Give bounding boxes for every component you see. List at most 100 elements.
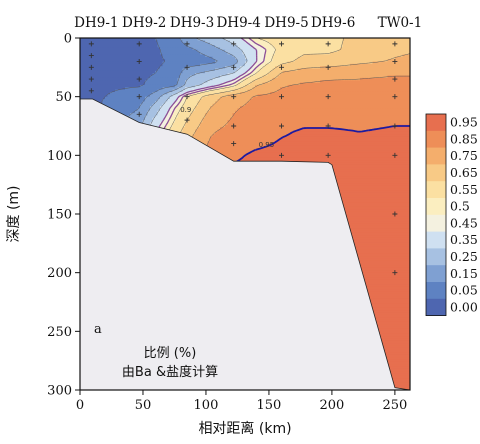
field-cell [357,87,361,91]
field-cell [220,73,224,77]
field-cell [290,70,294,74]
field-cell [215,99,219,102]
field-cell [112,56,116,60]
field-cell [382,84,386,88]
field-cell [392,70,396,74]
field-cell [100,82,104,86]
field-cell [212,56,216,60]
field-cell [157,103,161,107]
field-cell [190,108,194,112]
field-cell [205,38,209,41]
field-cell [200,84,204,88]
field-cell [135,87,139,91]
field-cell [380,108,384,112]
field-cell [162,38,166,41]
field-cell [297,108,301,112]
field-cell [212,63,216,67]
field-cell [320,106,324,109]
field-cell [330,103,334,107]
field-cell [187,45,191,48]
field-cell [337,49,341,53]
field-cell [290,94,294,98]
field-cell [382,68,386,72]
field-cell [365,91,369,95]
field-cell [167,94,171,98]
field-cell [317,103,321,107]
field-cell [380,42,384,46]
field-cell [210,52,214,56]
field-cell [245,47,249,51]
field-cell [170,101,174,105]
field-cell [175,73,179,77]
field-cell [372,59,376,63]
field-cell [232,84,236,88]
field-cell [127,94,131,98]
field-cell [85,59,89,63]
field-cell [195,91,199,95]
field-cell [310,63,314,67]
field-cell [162,45,166,48]
field-cell [172,42,176,46]
field-cell [310,101,314,105]
field-cell [327,101,331,105]
field-cell [375,108,379,112]
field-cell [82,52,86,56]
field-cell [160,108,164,112]
field-cell [110,47,114,51]
field-cell [382,38,386,41]
field-cell [290,49,294,53]
field-cell [247,91,251,95]
field-cell [80,94,84,98]
field-cell [135,52,139,56]
field-cell [235,70,239,74]
field-cell [170,52,174,56]
field-cell [242,61,246,65]
field-cell [242,54,246,58]
field-cell [195,84,199,88]
field-cell [147,47,151,51]
field-cell [232,91,236,95]
field-cell [230,59,234,63]
field-cell [235,103,239,107]
field-cell [360,63,364,67]
field-cell [207,66,211,70]
field-cell [252,87,256,91]
field-cell [125,96,129,100]
field-cell [307,61,311,65]
field-cell [227,87,231,91]
field-cell [227,49,231,53]
field-cell [382,99,386,102]
field-cell [162,89,166,93]
field-cell [265,89,269,93]
field-cell [320,89,324,93]
field-cell [250,77,254,81]
field-cell [187,108,191,112]
field-cell [157,89,161,93]
field-cell [187,89,191,93]
field-cell [382,70,386,74]
field-cell [180,110,184,114]
field-cell [267,84,271,88]
field-cell [202,45,206,48]
field-cell [402,96,406,100]
field-cell [167,47,171,51]
field-cell [377,101,381,105]
field-cell [305,77,309,81]
field-cell [92,87,96,91]
field-cell [120,94,124,98]
field-cell [117,80,121,84]
field-cell [347,63,351,67]
field-cell [182,52,186,56]
field-cell [142,75,146,79]
field-cell [195,40,199,44]
field-cell [207,38,211,41]
field-cell [260,84,264,88]
field-cell [300,49,304,53]
field-cell [105,68,109,72]
field-cell [325,77,329,81]
field-cell [362,56,366,60]
field-cell [392,103,396,107]
field-cell [200,61,204,65]
field-cell [300,94,304,98]
field-cell [95,99,99,102]
